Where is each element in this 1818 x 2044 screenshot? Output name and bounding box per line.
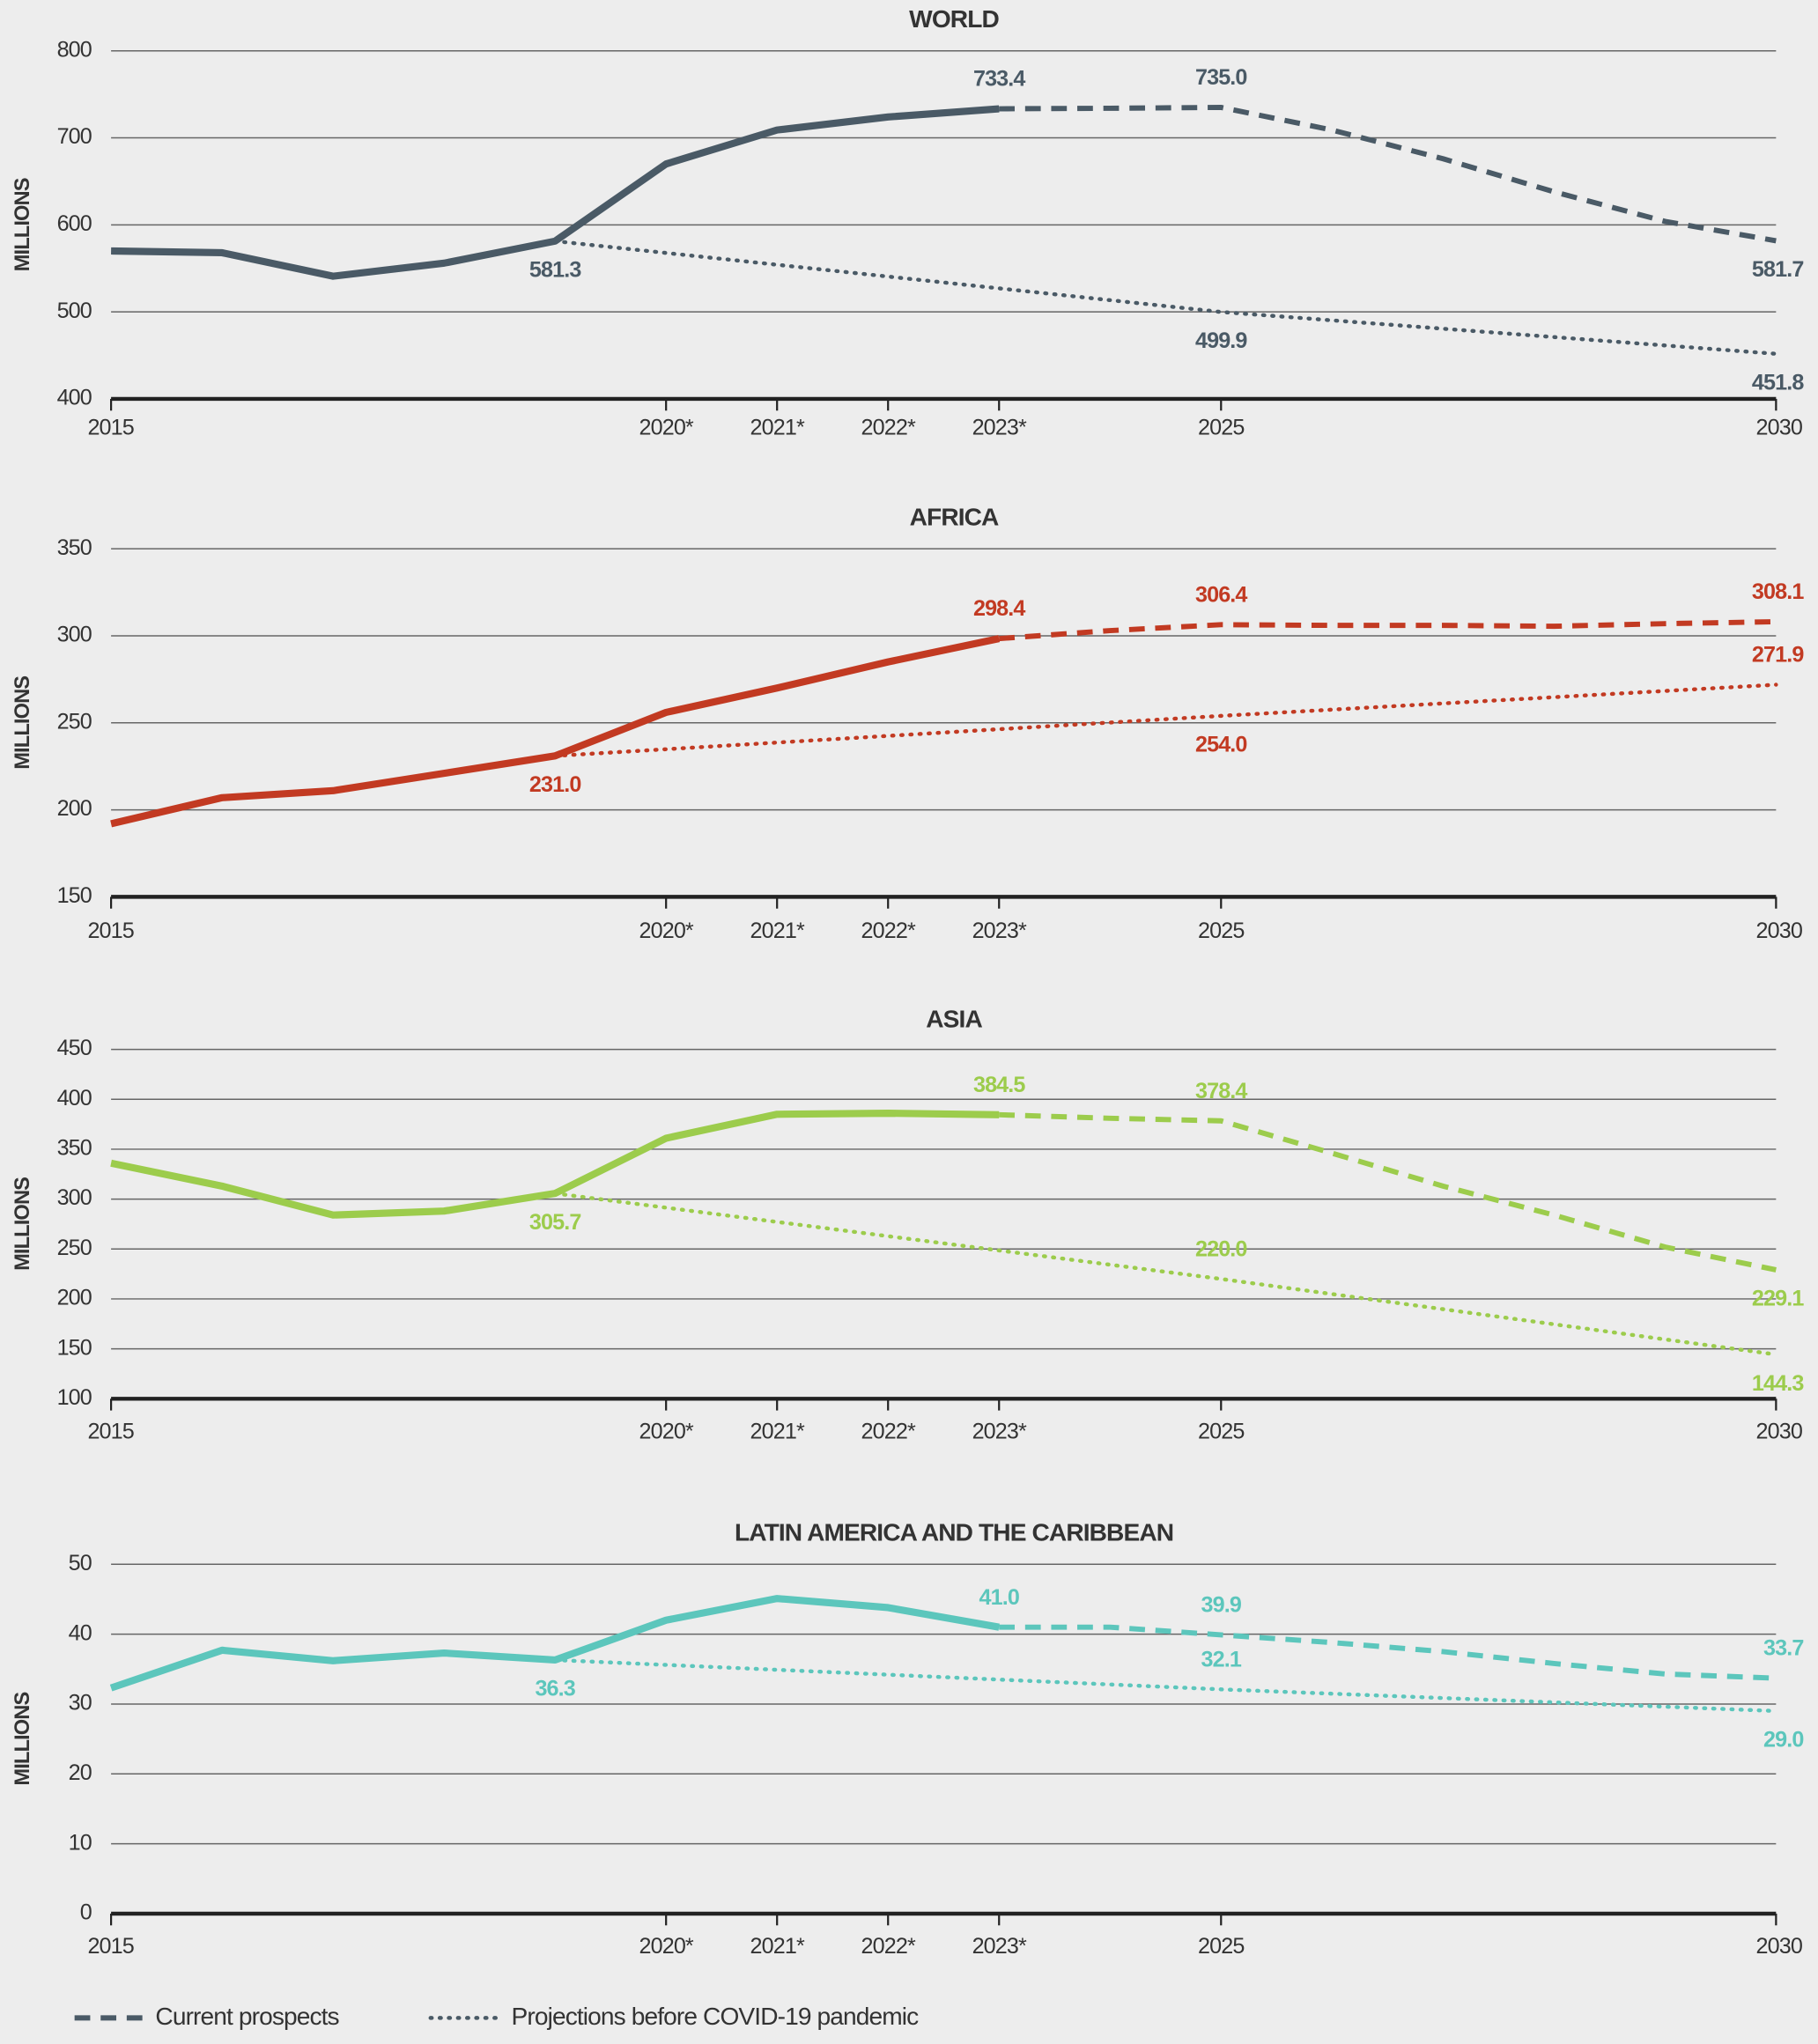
data-label: 451.8 (1752, 370, 1804, 395)
data-label: 29.0 (1763, 1728, 1803, 1753)
y-tick-label: 300 (57, 1185, 92, 1210)
data-label: 305.7 (529, 1210, 581, 1235)
y-axis-label: MILLIONS (11, 1693, 34, 1786)
x-tick-label: 2022* (861, 1934, 916, 1959)
x-tick-label: 2023* (972, 919, 1027, 943)
legend-label: Projections before COVID-19 pandemic (512, 2003, 920, 2030)
data-label: 306.4 (1195, 582, 1247, 607)
x-tick-label: 2015 (87, 416, 133, 440)
data-label: 733.4 (973, 67, 1025, 92)
y-tick-label: 150 (57, 883, 92, 908)
series-line (111, 105, 1000, 280)
data-label: 308.1 (1752, 579, 1804, 604)
x-tick-label: 2021* (750, 416, 805, 440)
data-label: 735.0 (1195, 65, 1247, 90)
x-tick-label: 2025 (1198, 919, 1244, 943)
x-tick-label: 2021* (750, 1934, 805, 1959)
series-line (552, 1657, 1778, 1714)
y-tick-label: 500 (57, 299, 92, 323)
y-tick-label: 400 (57, 1086, 92, 1111)
data-label: 36.3 (535, 1677, 575, 1701)
chart-title: AFRICA (910, 504, 999, 531)
x-tick-label: 2015 (87, 1419, 133, 1443)
x-tick-label: 2021* (750, 919, 805, 943)
y-tick-label: 150 (57, 1335, 92, 1360)
data-label: 581.3 (529, 258, 581, 283)
y-axis-label: MILLIONS (11, 1177, 34, 1271)
x-tick-label: 2022* (861, 919, 916, 943)
x-tick-label: 2025 (1198, 1419, 1244, 1443)
y-tick-label: 20 (69, 1760, 92, 1785)
y-tick-label: 300 (57, 623, 92, 647)
series-line (552, 1191, 1778, 1357)
y-tick-label: 400 (57, 386, 92, 410)
x-tick-label: 2023* (972, 416, 1027, 440)
series-line (110, 1110, 1000, 1219)
data-label: 229.1 (1752, 1287, 1804, 1311)
x-tick-label: 2020* (639, 1934, 694, 1959)
data-label: 33.7 (1763, 1636, 1803, 1661)
legend-label: Current prospects (155, 2003, 339, 2030)
x-tick-label: 2030 (1756, 416, 1803, 440)
chart-title: ASIA (926, 1005, 982, 1032)
data-label: 254.0 (1195, 733, 1247, 757)
x-tick-label: 2030 (1756, 1419, 1803, 1443)
y-axis-label: MILLIONS (11, 178, 34, 271)
data-label: 378.4 (1195, 1079, 1247, 1103)
y-tick-label: 0 (80, 1900, 92, 1925)
data-label: 271.9 (1752, 643, 1804, 668)
series-line (552, 239, 1778, 356)
y-tick-label: 30 (69, 1691, 92, 1716)
x-tick-label: 2025 (1198, 416, 1244, 440)
x-tick-label: 2020* (639, 1419, 694, 1443)
y-tick-label: 800 (57, 37, 92, 62)
y-tick-label: 100 (57, 1385, 92, 1410)
chart-title: WORLD (909, 5, 999, 33)
series-line (552, 683, 1778, 758)
y-tick-label: 40 (69, 1620, 92, 1645)
series-line (999, 1111, 1777, 1273)
x-tick-label: 2015 (87, 1934, 133, 1959)
data-label: 144.3 (1752, 1371, 1804, 1396)
data-label: 499.9 (1195, 328, 1247, 353)
y-axis-label: MILLIONS (11, 676, 34, 770)
y-tick-label: 350 (57, 1136, 92, 1161)
x-tick-label: 2022* (861, 1419, 916, 1443)
y-tick-label: 250 (57, 709, 92, 734)
data-label: 298.4 (973, 596, 1025, 621)
data-label: 581.7 (1752, 257, 1804, 282)
x-tick-label: 2021* (750, 1419, 805, 1443)
chart-title: LATIN AMERICA AND THE CARIBBEAN (735, 1519, 1173, 1546)
y-tick-label: 10 (69, 1830, 92, 1855)
series-line (999, 1624, 1777, 1681)
x-tick-label: 2015 (87, 919, 133, 943)
data-label: 220.0 (1195, 1236, 1247, 1261)
x-tick-label: 2022* (861, 416, 916, 440)
y-tick-label: 600 (57, 211, 92, 236)
x-tick-label: 2030 (1756, 919, 1803, 943)
data-label: 32.1 (1201, 1647, 1242, 1671)
x-tick-label: 2030 (1756, 1934, 1803, 1959)
data-label: 41.0 (979, 1585, 1019, 1610)
x-tick-label: 2023* (972, 1419, 1027, 1443)
y-tick-label: 200 (57, 796, 92, 821)
data-label: 39.9 (1201, 1592, 1242, 1617)
x-tick-label: 2025 (1198, 1934, 1244, 1959)
y-tick-label: 200 (57, 1286, 92, 1310)
x-tick-label: 2020* (639, 919, 694, 943)
data-label: 231.0 (529, 772, 581, 797)
series-line (999, 104, 1777, 244)
y-tick-label: 700 (57, 124, 92, 149)
x-tick-label: 2020* (639, 416, 694, 440)
y-tick-label: 450 (57, 1036, 92, 1060)
x-tick-label: 2023* (972, 1934, 1027, 1959)
data-label: 384.5 (973, 1073, 1025, 1097)
y-tick-label: 50 (69, 1551, 92, 1575)
y-tick-label: 350 (57, 535, 92, 560)
y-tick-label: 250 (57, 1236, 92, 1260)
